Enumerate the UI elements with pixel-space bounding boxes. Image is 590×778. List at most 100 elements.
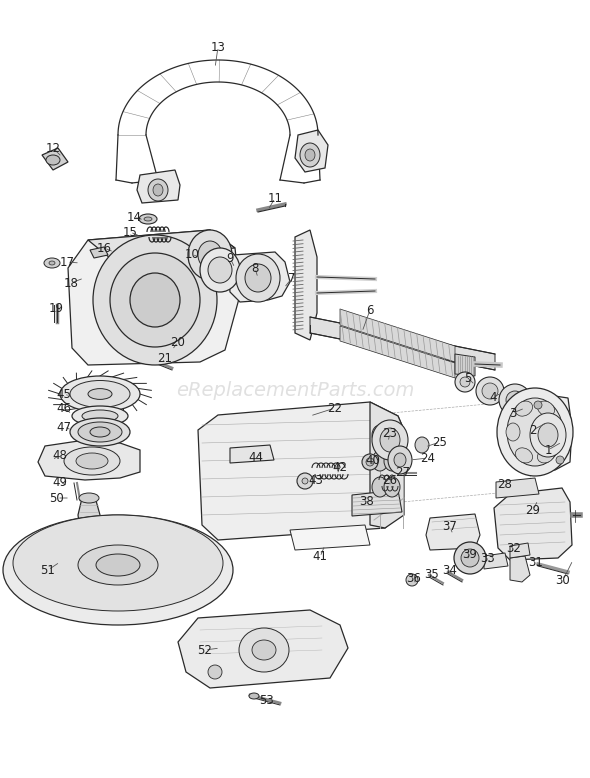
Ellipse shape <box>372 420 408 460</box>
Text: 20: 20 <box>171 335 185 349</box>
Text: 13: 13 <box>211 40 225 54</box>
Polygon shape <box>340 326 455 378</box>
Text: 48: 48 <box>53 448 67 461</box>
Ellipse shape <box>506 423 520 441</box>
Text: 14: 14 <box>126 211 142 223</box>
Polygon shape <box>228 252 290 302</box>
Text: 46: 46 <box>57 401 71 415</box>
Ellipse shape <box>153 184 163 196</box>
Ellipse shape <box>82 410 118 422</box>
Text: 2: 2 <box>529 423 537 436</box>
Text: 17: 17 <box>60 255 74 268</box>
Ellipse shape <box>384 451 400 471</box>
Ellipse shape <box>538 423 558 447</box>
Text: 27: 27 <box>395 465 411 478</box>
Text: 15: 15 <box>123 226 137 239</box>
Polygon shape <box>352 490 402 516</box>
Text: 11: 11 <box>267 191 283 205</box>
Text: 24: 24 <box>421 451 435 464</box>
Text: 5: 5 <box>464 372 471 384</box>
Ellipse shape <box>537 448 555 463</box>
Polygon shape <box>88 230 235 258</box>
Ellipse shape <box>78 422 122 442</box>
Text: 31: 31 <box>529 555 543 569</box>
Ellipse shape <box>362 454 378 470</box>
Polygon shape <box>494 488 572 560</box>
Text: 39: 39 <box>463 548 477 562</box>
Ellipse shape <box>96 554 140 576</box>
Text: 16: 16 <box>97 241 112 254</box>
Ellipse shape <box>297 473 313 489</box>
Text: 8: 8 <box>251 261 258 275</box>
Ellipse shape <box>49 261 55 265</box>
Text: 37: 37 <box>442 520 457 534</box>
Ellipse shape <box>516 401 533 416</box>
Polygon shape <box>230 445 274 463</box>
Text: 25: 25 <box>432 436 447 448</box>
Ellipse shape <box>556 456 564 464</box>
Text: 6: 6 <box>366 303 373 317</box>
Text: 23: 23 <box>382 426 398 440</box>
Ellipse shape <box>461 549 479 567</box>
Text: 3: 3 <box>509 406 517 419</box>
Ellipse shape <box>76 453 108 469</box>
Ellipse shape <box>380 428 400 452</box>
Polygon shape <box>78 497 100 548</box>
Polygon shape <box>426 514 480 550</box>
Polygon shape <box>68 230 240 365</box>
Text: 45: 45 <box>57 387 71 401</box>
Ellipse shape <box>93 235 217 365</box>
Text: 18: 18 <box>64 276 78 289</box>
Ellipse shape <box>534 401 542 409</box>
Ellipse shape <box>88 388 112 399</box>
Text: 47: 47 <box>57 420 71 433</box>
Text: 1: 1 <box>544 443 552 457</box>
Polygon shape <box>137 170 180 203</box>
Polygon shape <box>295 130 328 172</box>
Polygon shape <box>525 395 572 470</box>
Ellipse shape <box>70 418 130 446</box>
Ellipse shape <box>44 258 60 268</box>
Text: 40: 40 <box>366 454 381 467</box>
Ellipse shape <box>130 273 180 327</box>
Ellipse shape <box>537 401 555 416</box>
Text: 34: 34 <box>442 563 457 576</box>
Ellipse shape <box>208 257 232 283</box>
Text: eReplacementParts.com: eReplacementParts.com <box>176 380 414 399</box>
Ellipse shape <box>305 149 315 161</box>
Ellipse shape <box>78 545 158 585</box>
Text: 12: 12 <box>45 142 61 155</box>
Polygon shape <box>178 610 348 688</box>
Ellipse shape <box>476 377 504 405</box>
Text: 29: 29 <box>526 503 540 517</box>
Ellipse shape <box>372 451 388 471</box>
Ellipse shape <box>550 423 564 441</box>
Polygon shape <box>90 247 108 258</box>
Ellipse shape <box>388 446 412 474</box>
Ellipse shape <box>384 477 400 497</box>
Ellipse shape <box>249 693 259 699</box>
Text: 36: 36 <box>407 572 421 584</box>
Text: 35: 35 <box>425 567 440 580</box>
Ellipse shape <box>499 384 531 416</box>
Polygon shape <box>496 478 539 498</box>
Polygon shape <box>290 525 370 550</box>
Polygon shape <box>510 556 530 582</box>
Ellipse shape <box>46 155 60 165</box>
Ellipse shape <box>90 427 110 437</box>
Ellipse shape <box>300 143 320 167</box>
Text: 9: 9 <box>226 251 234 265</box>
Ellipse shape <box>110 253 200 347</box>
Polygon shape <box>510 543 530 558</box>
Ellipse shape <box>208 665 222 679</box>
Ellipse shape <box>79 493 99 503</box>
Ellipse shape <box>394 453 406 467</box>
Ellipse shape <box>530 413 566 457</box>
Ellipse shape <box>406 574 418 586</box>
Ellipse shape <box>507 398 563 466</box>
Ellipse shape <box>252 640 276 660</box>
Ellipse shape <box>460 377 470 387</box>
Text: 44: 44 <box>248 450 264 464</box>
Text: 21: 21 <box>158 352 172 365</box>
Polygon shape <box>295 230 317 340</box>
